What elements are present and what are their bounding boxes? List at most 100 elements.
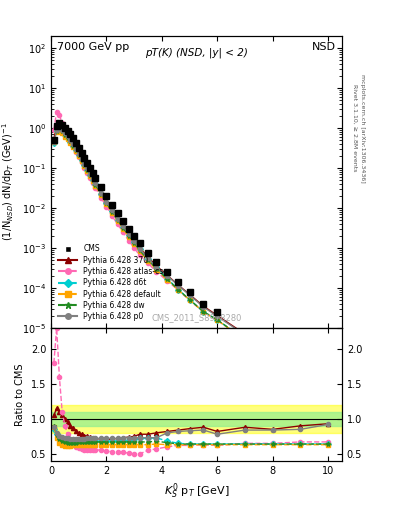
Pythia 6.428 370 [85,165,90,171]
Pythia 6.428 dw [82,162,87,168]
Line: Pythia 6.428 atlas-csc: Pythia 6.428 atlas-csc [52,110,330,389]
Pythia 6.428 p0 [93,180,98,186]
Pythia 6.428 p0 [57,125,62,131]
Pythia 6.428 default [104,201,109,207]
Pythia 6.428 d6t [187,296,192,303]
Text: mcplots.cern.ch [arXiv:1306.3436]: mcplots.cern.ch [arXiv:1306.3436] [360,74,365,182]
Pythia 6.428 d6t [99,191,103,197]
Pythia 6.428 atlas-csc [71,143,75,149]
Pythia 6.428 p0 [85,165,90,172]
Pythia 6.428 370 [132,238,136,244]
Pythia 6.428 atlas-csc [90,180,95,186]
Pythia 6.428 p0 [326,378,331,385]
Pythia 6.428 370 [165,272,170,279]
Pythia 6.428 dw [270,354,275,360]
Pythia 6.428 370 [215,312,220,318]
Line: Pythia 6.428 p0: Pythia 6.428 p0 [52,126,330,383]
Pythia 6.428 d6t [126,232,131,238]
Pythia 6.428 default [57,128,62,134]
Pythia 6.428 dw [54,127,59,134]
Pythia 6.428 d6t [51,140,56,146]
Pythia 6.428 default [65,136,70,142]
Pythia 6.428 dw [154,266,159,272]
Pythia 6.428 dw [126,233,131,239]
Pythia 6.428 dw [201,309,206,315]
Pythia 6.428 dw [93,182,98,188]
Pythia 6.428 p0 [51,139,56,145]
Pythia 6.428 d6t [79,157,84,163]
Pythia 6.428 dw [298,368,303,374]
Pythia 6.428 p0 [242,332,247,338]
Pythia 6.428 370 [60,121,64,127]
Pythia 6.428 p0 [110,207,114,214]
Pythia 6.428 dw [65,135,70,141]
Pythia 6.428 370 [71,138,75,144]
Pythia 6.428 d6t [71,143,75,149]
Y-axis label: Ratio to CMS: Ratio to CMS [15,363,25,425]
Pythia 6.428 atlas-csc [54,109,59,115]
Pythia 6.428 atlas-csc [146,260,151,266]
Pythia 6.428 atlas-csc [60,120,64,126]
Pythia 6.428 default [73,148,78,155]
Pythia 6.428 d6t [65,135,70,141]
Pythia 6.428 p0 [146,255,151,262]
Pythia 6.428 p0 [65,134,70,140]
Pythia 6.428 d6t [88,172,92,178]
Pythia 6.428 atlas-csc [165,278,170,284]
Pythia 6.428 dw [165,276,170,282]
Pythia 6.428 370 [326,378,331,385]
Pythia 6.428 370 [298,362,303,368]
Pythia 6.428 dw [73,147,78,153]
Pythia 6.428 d6t [62,132,67,138]
Pythia 6.428 default [62,134,67,140]
Pythia 6.428 atlas-csc [93,185,98,191]
Pythia 6.428 default [85,167,90,174]
Pythia 6.428 dw [79,157,84,163]
Pythia 6.428 dw [187,296,192,303]
Pythia 6.428 d6t [154,264,159,270]
Pythia 6.428 default [146,258,151,264]
Pythia 6.428 default [270,354,275,360]
Pythia 6.428 d6t [54,127,59,134]
Pythia 6.428 d6t [201,309,206,315]
Y-axis label: (1/N$_{NSD}$) dN/dp$_T$ (GeV)$^{-1}$: (1/N$_{NSD}$) dN/dp$_T$ (GeV)$^{-1}$ [1,122,17,241]
Pythia 6.428 370 [65,129,70,135]
Pythia 6.428 d6t [104,200,109,206]
Pythia 6.428 d6t [138,246,142,252]
Pythia 6.428 p0 [62,131,67,137]
Line: Pythia 6.428 default: Pythia 6.428 default [52,129,330,390]
Pythia 6.428 p0 [73,146,78,152]
Pythia 6.428 p0 [76,151,81,157]
Pythia 6.428 d6t [121,224,125,230]
Pythia 6.428 atlas-csc [215,317,220,324]
Pythia 6.428 d6t [57,126,62,132]
Pythia 6.428 dw [242,336,247,343]
Pythia 6.428 default [90,178,95,184]
Pythia 6.428 default [115,218,120,224]
Pythia 6.428 dw [68,138,73,144]
Text: NSD: NSD [312,41,336,52]
Pythia 6.428 d6t [73,147,78,154]
Pythia 6.428 atlas-csc [85,169,90,176]
Pythia 6.428 370 [99,190,103,196]
Pythia 6.428 default [71,143,75,150]
Pythia 6.428 p0 [298,363,303,369]
Pythia 6.428 p0 [138,246,142,252]
Pythia 6.428 370 [154,263,159,269]
Pythia 6.428 atlas-csc [62,126,67,133]
Pythia 6.428 p0 [60,127,64,133]
Pythia 6.428 dw [110,209,114,215]
Pythia 6.428 p0 [176,283,181,289]
Pythia 6.428 p0 [88,170,92,177]
Pythia 6.428 370 [110,208,114,214]
Pythia 6.428 370 [146,254,151,261]
Pythia 6.428 p0 [132,238,136,244]
Pythia 6.428 atlas-csc [115,221,120,227]
Pythia 6.428 p0 [82,161,87,167]
Pythia 6.428 d6t [146,255,151,262]
Pythia 6.428 p0 [71,141,75,147]
Line: Pythia 6.428 d6t: Pythia 6.428 d6t [52,127,330,390]
Pythia 6.428 atlas-csc [51,126,56,133]
Pythia 6.428 370 [115,216,120,222]
Pythia 6.428 370 [270,349,275,355]
